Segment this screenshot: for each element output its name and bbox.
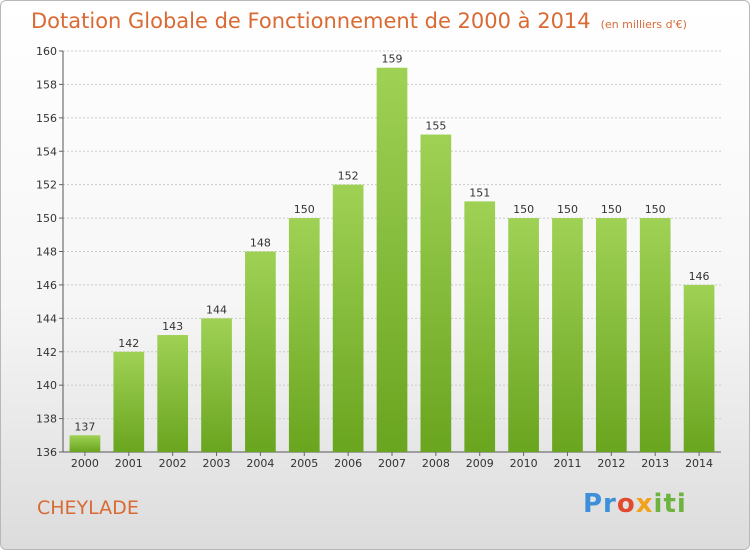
bar-2008 (420, 134, 452, 452)
x-tick-label: 2014 (685, 457, 713, 470)
x-tick-label: 2004 (246, 457, 274, 470)
data-label: 143 (162, 320, 183, 333)
chart-title: Dotation Globale de Fonctionnement de 20… (31, 9, 687, 33)
x-tick-label: 2013 (641, 457, 669, 470)
data-label: 159 (382, 53, 403, 66)
data-label: 151 (469, 186, 490, 199)
bar-2011 (552, 218, 583, 452)
bar-2005 (288, 218, 320, 452)
bar-2013 (639, 218, 671, 452)
y-tick-label: 144 (36, 312, 57, 325)
bar-2002 (157, 335, 189, 452)
x-tick-label: 2007 (378, 457, 406, 470)
x-tick-label: 2006 (334, 457, 362, 470)
y-tick-label: 150 (36, 212, 57, 225)
bar-2004 (245, 251, 276, 452)
bar-2012 (595, 218, 627, 452)
y-tick-label: 138 (36, 413, 57, 426)
y-tick-label: 158 (36, 78, 57, 91)
bar-2010 (508, 218, 539, 452)
x-tick-label: 2009 (466, 457, 494, 470)
y-tick-label: 146 (36, 279, 57, 292)
data-label: 137 (74, 420, 95, 433)
y-tick-label: 156 (36, 112, 57, 125)
bar-2014 (683, 284, 715, 452)
commune-name: CHEYLADE (37, 497, 139, 519)
x-tick-label: 2005 (290, 457, 318, 470)
data-label: 148 (250, 237, 271, 250)
y-tick-label: 154 (36, 145, 57, 158)
y-tick-label: 160 (36, 45, 57, 58)
y-tick-label: 140 (36, 379, 57, 392)
chart-title-text: Dotation Globale de Fonctionnement de 20… (31, 9, 591, 33)
x-tick-label: 2010 (510, 457, 538, 470)
data-label: 150 (513, 203, 534, 216)
data-label: 142 (118, 337, 139, 350)
data-label: 152 (338, 170, 359, 183)
data-label: 150 (557, 203, 578, 216)
data-label: 155 (425, 120, 446, 133)
x-tick-label: 2001 (115, 457, 143, 470)
data-label: 150 (601, 203, 622, 216)
y-tick-label: 148 (36, 246, 57, 259)
bar-2006 (332, 184, 364, 452)
bar-2007 (376, 67, 408, 452)
bar-2003 (201, 318, 232, 452)
data-label: 146 (689, 270, 710, 283)
proxiti-logo: Proxiti (583, 489, 687, 519)
y-tick-label: 152 (36, 179, 57, 192)
y-tick-label: 136 (36, 446, 57, 459)
x-tick-label: 2003 (203, 457, 231, 470)
x-tick-label: 2008 (422, 457, 450, 470)
x-tick-label: 2000 (71, 457, 99, 470)
x-tick-label: 2002 (159, 457, 187, 470)
x-tick-label: 2012 (597, 457, 625, 470)
chart-subtitle: (en milliers d'€) (600, 18, 687, 31)
data-label: 150 (294, 203, 315, 216)
bar-2001 (113, 351, 145, 452)
bar-2000 (69, 435, 101, 452)
y-tick-label: 142 (36, 346, 57, 359)
x-tick-label: 2011 (553, 457, 581, 470)
bar-2009 (464, 201, 496, 452)
data-label: 150 (645, 203, 666, 216)
data-label: 144 (206, 303, 227, 316)
